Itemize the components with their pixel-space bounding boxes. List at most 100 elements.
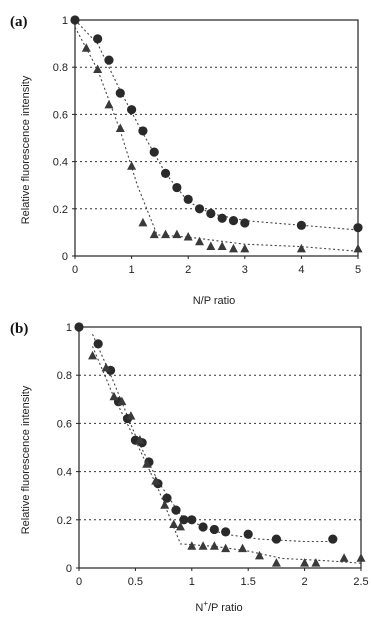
triangle-point-a-16 [353,243,363,253]
triangle-point-b-9 [169,519,179,529]
circle-point-b-11 [179,515,189,525]
circle-point-b-10 [171,505,181,515]
x-axis-title-b: N+/P ratio [195,599,242,614]
x-axis-title-b-n: N [195,602,203,614]
triangle-point-a-3 [115,123,125,132]
circle-point-b-0 [74,322,84,332]
x-tick-label-b-5: 2.5 [353,576,368,588]
triangle-point-a-7 [161,229,171,239]
triangle-point-a-0 [81,43,91,52]
y-tick-label-a-4: 0.8 [53,62,68,74]
x-tick-label-b-1: 0.5 [128,576,143,588]
circle-point-b-1 [93,339,103,349]
x-axis-title-b-sup: + [203,599,208,608]
circle-point-a-3 [115,88,125,98]
circle-point-b-13 [198,522,208,532]
x-tick-label-a-0: 0 [72,264,78,276]
circle-point-a-4 [127,105,137,115]
circle-point-a-7 [160,168,171,178]
triangle-point-b-14 [221,543,231,553]
triangle-point-a-1 [93,64,103,73]
circle-point-a-2 [104,55,114,65]
circle-point-a-14 [240,218,250,228]
circle-point-a-16 [353,223,363,233]
y-tick-label-b-1: 0.2 [57,515,72,527]
triangle-point-b-13 [209,541,219,550]
x-axis-title-b-rest: /P ratio [208,602,243,614]
panel-a: (a) Relative fluorescence intensity N/P … [10,14,363,307]
triangle-point-b-15 [238,543,248,553]
triangle-point-b-18 [300,558,310,567]
circle-point-b-16 [243,529,253,539]
circle-point-b-18 [328,534,338,544]
y-axis-title-b: Relative fluorescence intensity [20,385,32,534]
x-tick-label-a-2: 2 [185,264,191,276]
x-tick-label-a-5: 5 [355,264,361,276]
triangle-point-b-12 [198,541,208,550]
y-tick-label-b-3: 0.6 [57,418,72,430]
triangle-point-a-9 [183,232,193,241]
y-tick-label-b-2: 0.4 [57,467,72,479]
y-tick-label-b-0: 0 [66,563,72,575]
x-tick-label-a-1: 1 [129,264,135,276]
triangle-point-b-19 [311,558,321,567]
triangle-point-b-5 [135,435,145,444]
triangle-point-a-14 [240,243,250,253]
triangle-point-b-7 [151,476,161,485]
x-tick-label-b-2: 1 [189,576,195,588]
x-axis-title-a: N/P ratio [193,295,236,307]
circle-point-b-15 [221,527,231,537]
circle-point-a-1 [93,34,103,44]
triangle-point-a-13 [228,243,238,253]
panel-b: (b) Relative fluorescence intensity N+/P… [10,321,369,614]
circle-point-a-9 [183,194,193,204]
triangle-point-b-20 [339,553,349,562]
triangle-point-a-2 [104,99,114,109]
triangle-point-a-4 [127,161,137,170]
plot-frame-b [78,326,362,569]
y-tick-label-b-5: 1 [66,322,72,334]
circle-point-a-8 [172,182,182,193]
circle-point-a-12 [217,213,227,223]
circle-point-a-15 [296,220,306,230]
y-tick-label-a-2: 0.4 [53,157,68,169]
x-tick-label-b-0: 0 [76,576,82,588]
x-tick-label-a-3: 3 [242,264,248,276]
circle-point-b-9 [162,493,172,503]
x-tick-label-b-3: 1.5 [241,576,256,588]
triangle-point-a-11 [206,241,216,250]
triangle-point-b-0 [88,350,98,360]
triangle-point-a-12 [217,241,227,250]
trend-line-a-0 [74,19,359,231]
triangle-point-a-15 [296,243,306,253]
y-tick-label-a-5: 1 [62,15,68,27]
trend-line-a-1 [74,26,359,252]
triangle-point-a-10 [195,236,205,246]
triangle-point-b-8 [160,500,170,509]
y-axis-title-a: Relative fluorescence intensity [20,75,32,224]
triangle-point-b-16 [254,550,264,560]
triangle-point-b-2 [109,391,119,401]
circle-point-a-13 [228,216,239,226]
circle-point-a-10 [194,204,205,214]
triangle-point-b-4 [126,411,136,420]
circle-point-a-5 [138,126,148,136]
triangle-point-a-5 [138,217,148,227]
y-tick-label-a-3: 0.6 [53,109,68,121]
triangle-point-a-8 [172,229,182,239]
triangle-point-b-3 [117,396,127,406]
triangle-point-b-17 [271,558,281,567]
circle-point-a-11 [206,208,216,219]
y-tick-label-b-4: 0.8 [57,370,72,382]
panel-label-a: (a) [10,14,28,30]
circle-point-b-14 [209,524,219,535]
y-tick-label-a-0: 0 [62,251,68,263]
x-tick-label-b-4: 2 [302,576,308,588]
triangle-point-b-21 [356,553,366,562]
trend-line-b-0 [91,333,333,543]
x-tick-label-a-4: 4 [298,264,304,276]
plot-frame-a [74,19,359,257]
triangle-point-b-6 [142,459,152,468]
circle-point-b-17 [271,534,281,544]
